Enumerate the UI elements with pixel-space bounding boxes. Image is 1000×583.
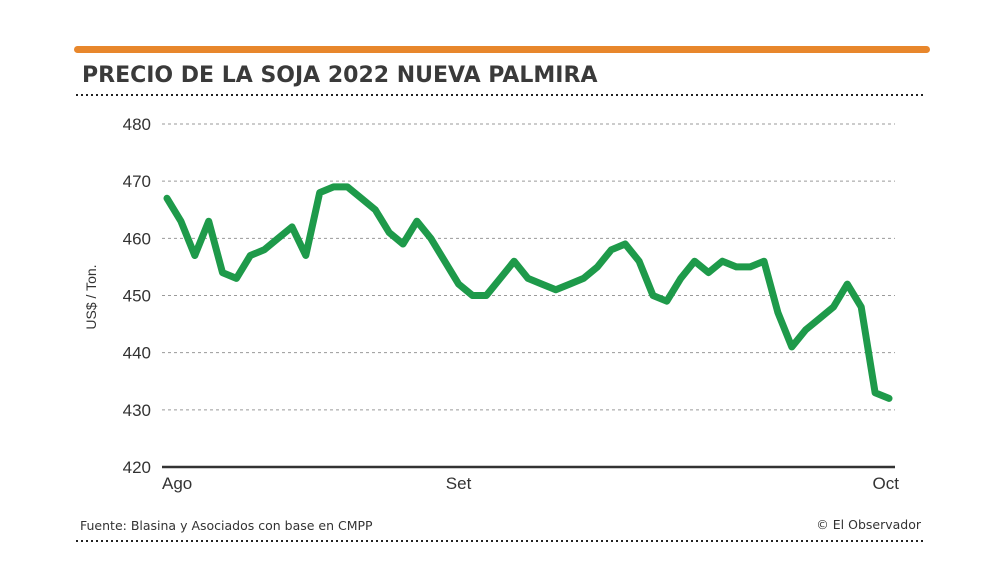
y-tick-label-440: 440 (123, 344, 151, 363)
series-line (163, 183, 893, 402)
y-tick-labels: 420 430 440 450 460 470 480 (123, 115, 151, 477)
data-point (456, 281, 462, 287)
y-tick-label-470: 470 (123, 172, 151, 191)
data-point (830, 304, 836, 310)
y-tick-label-460: 460 (123, 229, 151, 248)
data-point (872, 390, 878, 396)
data-point (386, 230, 392, 236)
data-point (192, 252, 198, 258)
data-point (511, 258, 517, 264)
data-point (650, 293, 656, 299)
data-point (331, 184, 337, 190)
gridlines (162, 123, 895, 411)
data-point (497, 275, 503, 281)
data-point (747, 264, 753, 270)
data-point (483, 293, 489, 299)
data-point (803, 327, 809, 333)
data-point (622, 241, 628, 247)
data-point (567, 281, 573, 287)
data-point (358, 195, 364, 201)
data-point (692, 258, 698, 264)
data-point (178, 218, 184, 224)
data-point (345, 184, 351, 190)
y-tick-label-450: 450 (123, 287, 151, 306)
data-point (289, 224, 295, 230)
chart-title: PRECIO DE LA SOJA 2022 NUEVA PALMIRA (82, 63, 597, 88)
data-point (372, 207, 378, 213)
y-tick-label-480: 480 (123, 115, 151, 134)
data-point (469, 293, 475, 299)
x-tick-label-set: Set (446, 474, 472, 493)
data-point (414, 218, 420, 224)
data-point (220, 270, 226, 276)
data-point (275, 235, 281, 241)
x-tick-label-ago: Ago (162, 474, 192, 493)
data-point (247, 252, 253, 258)
data-point (553, 287, 559, 293)
data-point (233, 275, 239, 281)
data-point (428, 235, 434, 241)
data-point (261, 247, 267, 253)
data-point (206, 218, 212, 224)
data-point (719, 258, 725, 264)
data-point (303, 252, 309, 258)
data-point (844, 281, 850, 287)
data-point (317, 190, 323, 196)
data-point (858, 304, 864, 310)
footer-source: Fuente: Blasina y Asociados con base en … (80, 518, 373, 533)
data-point (400, 241, 406, 247)
data-point (664, 298, 670, 304)
footer-credit: © El Observador (816, 517, 922, 532)
y-axis-label: US$ / Ton. (83, 264, 99, 329)
data-point (761, 258, 767, 264)
data-point (636, 258, 642, 264)
accent-bar (74, 46, 930, 53)
data-point (594, 264, 600, 270)
data-point (817, 315, 823, 321)
data-point (775, 310, 781, 316)
data-point (706, 270, 712, 276)
data-point (581, 275, 587, 281)
x-tick-label-oct: Oct (873, 474, 900, 493)
series-group (163, 183, 893, 402)
data-point (678, 275, 684, 281)
data-point (608, 247, 614, 253)
data-point (886, 395, 892, 401)
data-point (442, 258, 448, 264)
data-point (789, 344, 795, 350)
data-point (733, 264, 739, 270)
data-point (539, 281, 545, 287)
y-tick-label-420: 420 (123, 458, 151, 477)
y-tick-label-430: 430 (123, 401, 151, 420)
x-tick-labels: Ago Set Oct (162, 474, 899, 493)
data-point (164, 195, 170, 201)
data-point (525, 275, 531, 281)
